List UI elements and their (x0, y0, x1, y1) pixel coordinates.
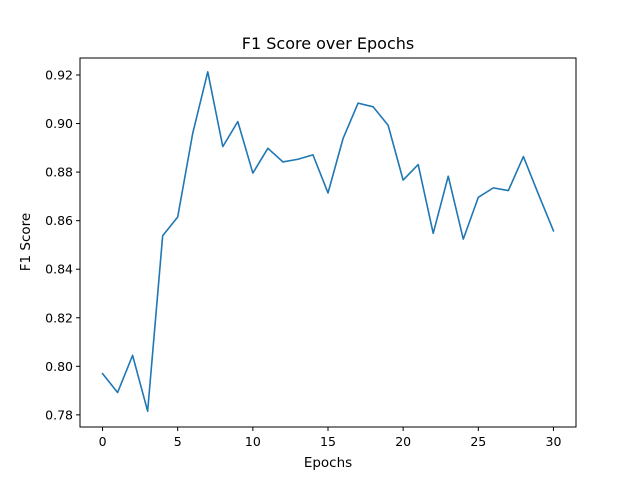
plot-marks (101, 71, 555, 413)
x-tick-label: 0 (99, 434, 107, 449)
series-line (101, 71, 555, 413)
x-tick-label: 10 (245, 434, 261, 449)
x-tick-label: 30 (546, 434, 562, 449)
y-axis-title: F1 Score (18, 213, 34, 271)
y-axis: 0.78 0.80 0.82 0.84 0.86 0.88 0.90 0.92 (45, 67, 80, 422)
y-tick-label: 0.82 (45, 310, 73, 325)
y-tick-label: 0.78 (45, 407, 73, 422)
y-tick-label: 0.80 (45, 359, 73, 374)
y-tick-label: 0.84 (45, 262, 73, 277)
y-tick-label: 0.86 (45, 213, 73, 228)
plot-frame (79, 57, 577, 428)
x-tick-label: 25 (470, 434, 486, 449)
x-tick-label: 20 (395, 434, 411, 449)
y-tick-label: 0.90 (45, 116, 73, 131)
x-tick-label: 15 (320, 434, 336, 449)
chart-title: F1 Score over Epochs (242, 34, 414, 53)
x-axis-title: Epochs (304, 455, 352, 471)
x-tick-label: 5 (174, 434, 182, 449)
y-tick-label: 0.92 (45, 67, 73, 82)
x-axis: 0 5 10 15 20 25 30 (99, 427, 562, 449)
y-tick-label: 0.88 (45, 165, 73, 180)
